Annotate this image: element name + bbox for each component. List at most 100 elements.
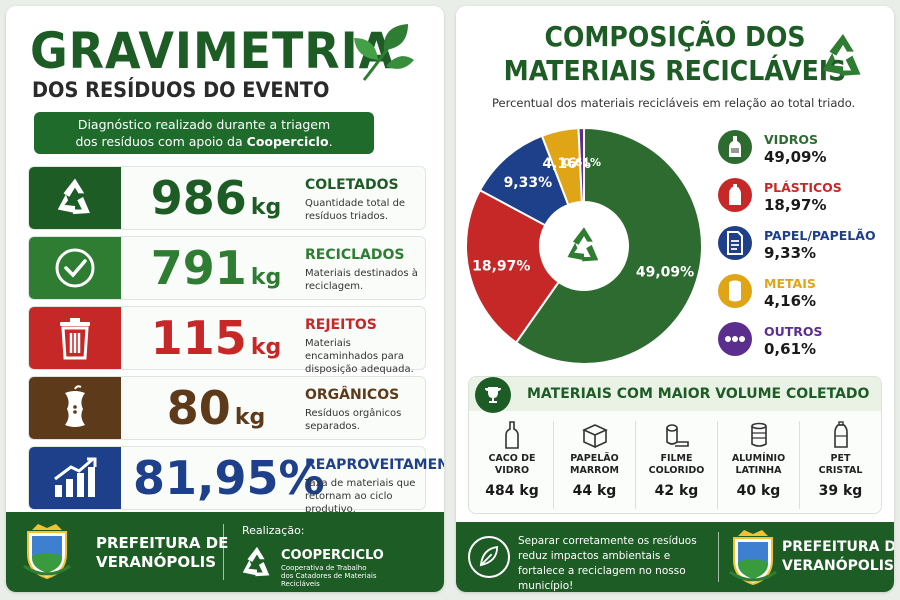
material-name-line-1: ALUMÍNIO xyxy=(731,453,786,464)
growth-chart-icon xyxy=(29,447,121,509)
top-materials-box: MATERIAIS COM MAIOR VOLUME COLETADO CACO… xyxy=(468,376,882,514)
composition-subtitle: Percentual dos materiais recicláveis em … xyxy=(492,96,856,110)
cooperciclo-logo-icon xyxy=(242,546,270,577)
stat-row-rejeitos: 115 kg REJEITOS Materiais encaminhados para… xyxy=(28,306,426,375)
trash-icon xyxy=(29,307,121,369)
material-name-line-2: CRISTAL xyxy=(818,465,863,476)
footer-divider-right xyxy=(718,532,719,582)
stat-number: 80 xyxy=(166,381,231,435)
right-footer: Separar corretamente os resíduos reduz i… xyxy=(456,522,894,592)
stat-value: 80 kg xyxy=(133,383,299,443)
donut-label: 4,16% xyxy=(542,156,591,172)
prefeitura-label: PREFEITURA DE VERANÓPOLIS xyxy=(96,534,228,572)
glass-bottle-icon xyxy=(498,421,526,449)
stat-label: RECICLADOS xyxy=(305,247,405,263)
top-material-item: PAPELÃO MARROM 44 kg xyxy=(553,421,635,509)
donut-label: 0,61% xyxy=(563,156,601,169)
legend-name: VIDROS xyxy=(764,132,818,147)
cooperciclo-name: Cooperciclo xyxy=(246,134,329,149)
legend-item-4: OUTROS 0,61% xyxy=(718,320,888,362)
top-materials-title: MATERIAIS COM MAIOR VOLUME COLETADO xyxy=(527,386,870,402)
main-subtitle: DOS RESÍDUOS DO EVENTO xyxy=(32,78,330,102)
composition-title-line-2: MATERIAIS RECICLÁVEIS xyxy=(503,54,847,87)
composition-donut-chart: 49,09% 18,97% 9,33% 4,16%0,61% xyxy=(465,126,703,365)
top-material-item: PET CRISTAL 39 kg xyxy=(799,421,881,509)
donut-label: 18,97% xyxy=(472,259,530,275)
cooperciclo-name-footer: COOPERCICLO xyxy=(281,548,384,563)
recycling-message: Separar corretamente os resíduos reduz i… xyxy=(518,535,697,592)
legend-item-0: VIDROS 49,09% xyxy=(718,128,888,170)
pet-bottle-icon xyxy=(827,421,855,449)
realizacao-label: Realização: xyxy=(242,524,305,537)
stat-row-reaproveitamento: 81,95%REAPROVEITAMENTO Taxa de materiais … xyxy=(28,446,444,515)
material-name: ALUMÍNIO LATINHA xyxy=(718,453,799,479)
recycle-icon xyxy=(29,167,121,229)
leaf-icon xyxy=(354,24,414,81)
main-title: GRAVIMETRIA xyxy=(30,22,396,80)
stat-description: Materiais destinados à reciclagem. xyxy=(305,268,418,292)
prefeitura-line-2: VERANÓPOLIS xyxy=(96,553,217,571)
material-name: PAPELÃO MARROM xyxy=(554,453,635,479)
stat-number: 791 xyxy=(150,241,247,295)
material-name-line-2: COLORIDO xyxy=(648,465,705,476)
legend-value: 0,61% xyxy=(764,340,817,358)
stat-number: 986 xyxy=(150,171,247,225)
stat-unit: kg xyxy=(250,265,282,290)
legend-item-2: PAPEL/PAPELÃO 9,33% xyxy=(718,224,888,266)
left-footer: PREFEITURA DE VERANÓPOLIS Realização: CO… xyxy=(6,512,444,592)
plastic-bottle-icon xyxy=(718,178,752,212)
top-materials-header: MATERIAIS COM MAIOR VOLUME COLETADO xyxy=(469,377,881,413)
cooperciclo-sub-2: dos Catadores de Materiais Recicláveis xyxy=(281,572,377,588)
material-name-line-2: LATINHA xyxy=(735,465,782,476)
material-name-line-2: VIDRO xyxy=(494,465,530,476)
material-name: CACO DE VIDRO xyxy=(471,453,553,479)
legend-value: 9,33% xyxy=(764,244,817,262)
gravimetria-panel: GRAVIMETRIA DOS RESÍDUOS DO EVENTO Diagn… xyxy=(6,6,444,592)
legend-value: 4,16% xyxy=(764,292,817,310)
top-material-item: CACO DE VIDRO 484 kg xyxy=(471,421,553,509)
prefeitura-line-1: PREFEITURA DE xyxy=(96,534,229,552)
stat-label: REJEITOS xyxy=(305,317,377,333)
prefeitura-line-1-right: PREFEITURA DE xyxy=(782,539,894,555)
material-name: PET CRISTAL xyxy=(800,453,881,479)
stat-value: 81,95% xyxy=(133,453,325,503)
apple-core-icon xyxy=(29,377,121,439)
cooperciclo-sub-1: Cooperativa de Trabalho xyxy=(281,564,367,572)
trophy-icon xyxy=(475,377,511,413)
legend-name: OUTROS xyxy=(764,324,823,339)
check-circle-icon xyxy=(29,237,121,299)
donut-label: 9,33% xyxy=(504,175,553,191)
bottle-icon xyxy=(718,130,752,164)
stat-label: COLETADOS xyxy=(305,177,399,193)
cardboard-box-icon xyxy=(581,421,609,449)
footer-divider xyxy=(223,524,224,580)
stat-label: ORGÂNICOS xyxy=(305,387,400,403)
stat-row-reciclados: 791 kg RECICLADOS Materiais destinados à re… xyxy=(28,236,426,300)
donut-center xyxy=(540,202,628,290)
prefeitura-line-2-right: VERANÓPOLIS xyxy=(782,558,894,574)
film-roll-icon xyxy=(663,421,691,449)
stat-row-coletados: 986 kg COLETADOS Quantidade total de resídu… xyxy=(28,166,426,230)
diagnostic-period: . xyxy=(328,134,333,149)
legend-value: 49,09% xyxy=(764,148,827,166)
legend-name: METAIS xyxy=(764,276,816,291)
material-weight: 42 kg xyxy=(654,483,699,499)
stat-value: 986 kg xyxy=(133,173,299,233)
donut-label: 49,09% xyxy=(636,265,694,281)
material-name-line-1: PET xyxy=(830,453,851,464)
composition-title-line-1: COMPOSIÇÃO DOS xyxy=(544,20,806,53)
stat-value: 791 kg xyxy=(133,243,299,303)
top-material-item: FILME COLORIDO 42 kg xyxy=(635,421,717,509)
legend-item-1: PLÁSTICOS 18,97% xyxy=(718,176,888,218)
aluminum-can-icon xyxy=(745,421,773,449)
top-material-item: ALUMÍNIO LATINHA 40 kg xyxy=(717,421,799,509)
city-crest-icon xyxy=(23,524,71,580)
prefeitura-label-right: PREFEITURA DE VERANÓPOLIS xyxy=(782,538,894,576)
cooperciclo-subtitle: Cooperativa de Trabalho dos Catadores de… xyxy=(281,564,401,588)
stat-description: Taxa de materiais que retornam ao ciclo … xyxy=(305,478,416,515)
stat-row-orgânicos: 80 kg ORGÂNICOS Resíduos orgânicos separado… xyxy=(28,376,426,440)
city-crest-icon xyxy=(729,530,777,586)
stat-number: 81,95% xyxy=(133,451,325,505)
can-icon xyxy=(718,274,752,308)
material-name-line-1: PAPELÃO xyxy=(570,453,619,464)
